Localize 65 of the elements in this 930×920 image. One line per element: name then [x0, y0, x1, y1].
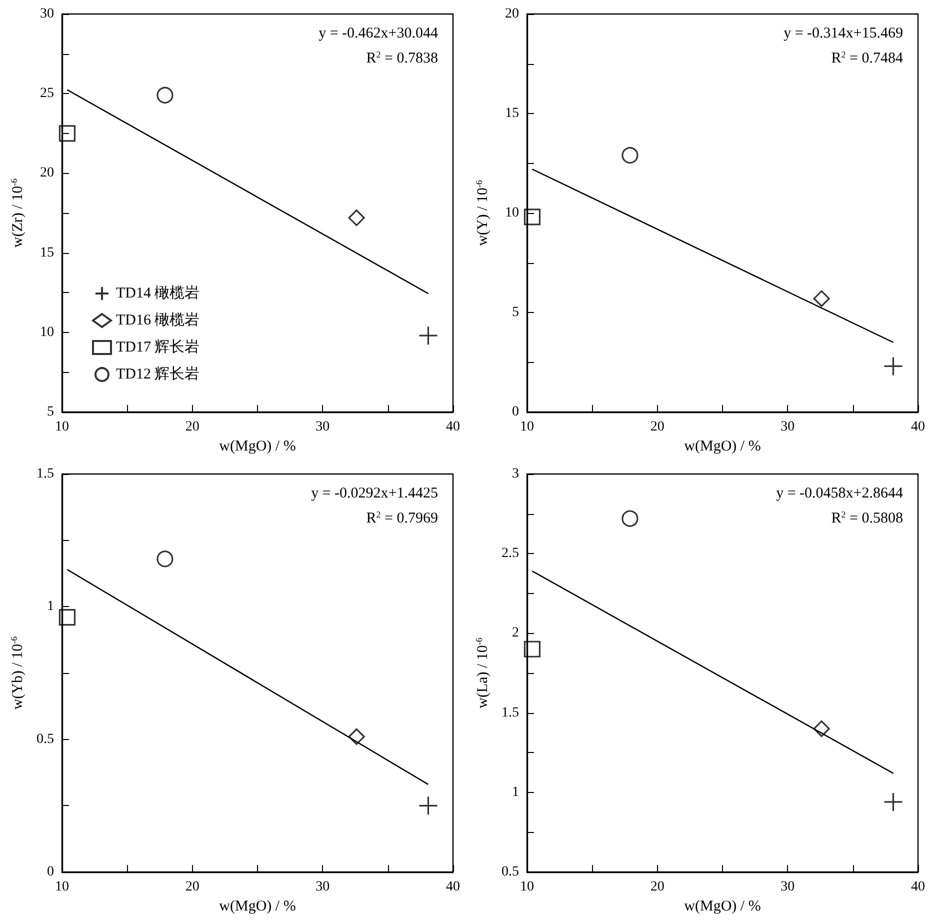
legend-label: TD12 辉长岩 [116, 366, 200, 382]
x-tick-label: 30 [316, 420, 330, 434]
point [524, 640, 541, 658]
y-tick-label: 2.5 [502, 546, 519, 562]
x-tick-label: 40 [911, 420, 925, 434]
y-tick-label: 0.5 [502, 864, 519, 880]
y-axis-title: w(Zr) / 10-6 [9, 178, 26, 248]
point [622, 146, 638, 164]
x-tick-label: 40 [446, 880, 460, 894]
x-tick-label: 40 [446, 420, 460, 434]
x-tick-label: 30 [316, 880, 330, 894]
y-tick-label: 5 [47, 404, 54, 420]
annotation: y = -0.0292x+1.4425 [311, 486, 438, 502]
y-tick-label: 20 [505, 6, 519, 22]
y-tick-label: 0 [512, 404, 519, 420]
x-axis-title: w(MgO) / % [219, 898, 296, 914]
point [524, 208, 541, 226]
y-tick-label: 2 [512, 626, 519, 641]
x-axis-title: w(MgO) / % [219, 438, 296, 454]
x-tick-label: 40 [911, 880, 925, 894]
y-tick-label: 3 [512, 466, 519, 482]
x-tick-label: 20 [650, 880, 664, 894]
y-tick-label: 5 [512, 305, 519, 320]
point [813, 290, 830, 307]
point [156, 550, 174, 568]
legend-label: TD17 辉长岩 [116, 338, 200, 356]
y-tick-label: 20 [40, 166, 54, 181]
y-axis-title: w(Y) / 10-6 [474, 180, 491, 246]
point [813, 720, 830, 738]
y-tick-label: 15 [505, 106, 519, 121]
x-axis-title: w(MgO) / % [684, 438, 761, 454]
point [58, 608, 76, 626]
point [348, 728, 365, 745]
point [418, 326, 438, 346]
point [156, 86, 174, 104]
y-axis-title: w(Yb) / 10-6 [9, 636, 26, 710]
y-tick-label: 1.5 [36, 466, 54, 482]
point [58, 125, 76, 142]
x-tick-label: 20 [185, 420, 200, 434]
y-tick-label: 10 [40, 324, 54, 340]
y-tick-label: 1.5 [502, 705, 519, 720]
x-tick-label: 20 [185, 880, 200, 894]
point [418, 796, 438, 816]
y-axis-title: w(La) / 10-6 [474, 637, 491, 708]
point [883, 356, 904, 376]
annotation: y = -0.462x+30.044 [318, 26, 438, 42]
y-tick-label: 15 [40, 245, 54, 260]
y-tick-label: 1 [47, 599, 54, 614]
y-tick-label: 0.5 [36, 732, 54, 747]
annotation: y = -0.0458x+2.8644 [776, 486, 904, 502]
annotation: y = -0.314x+15.469 [784, 26, 904, 42]
y-tick-label: 25 [40, 86, 54, 102]
point [348, 209, 365, 226]
legend-label: TD16 橄榄岩 [116, 312, 200, 328]
x-axis-title: w(MgO) / % [684, 898, 761, 914]
y-tick-label: 0 [47, 864, 54, 880]
legend-label: TD14 橄榄岩 [116, 284, 200, 302]
y-tick-label: 1 [512, 784, 519, 800]
point [883, 792, 904, 812]
y-tick-label: 10 [505, 206, 519, 220]
x-tick-label: 20 [650, 420, 664, 434]
point [622, 510, 638, 527]
x-tick-label: 30 [780, 880, 795, 894]
y-tick-label: 30 [40, 6, 54, 22]
x-tick-label: 30 [780, 420, 795, 434]
